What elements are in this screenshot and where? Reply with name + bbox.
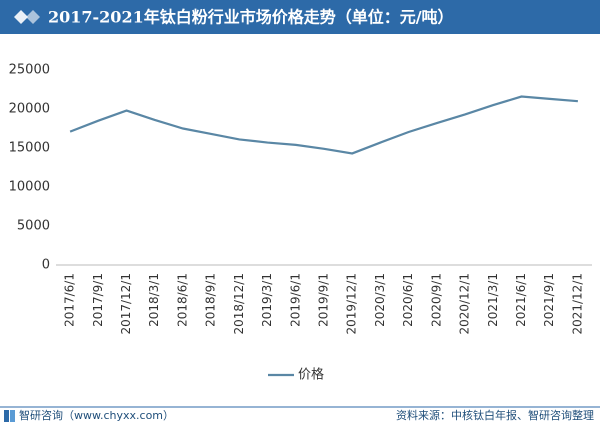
footer-left: 智研咨询（www.chyxx.com） — [19, 408, 174, 422]
x-tick-label: 2019/3/1 — [260, 273, 274, 327]
footer-logo — [4, 410, 15, 422]
x-tick-label: 2018/12/1 — [232, 273, 246, 335]
x-tick-label: 2021/6/1 — [514, 273, 528, 327]
x-tick-label: 2018/9/1 — [204, 273, 218, 327]
chart-title: 2017-2021年钛白粉行业市场价格走势（单位：元/吨） — [48, 8, 454, 27]
y-tick-label: 10000 — [9, 180, 50, 195]
title-icon — [14, 10, 40, 24]
x-tick-label: 2017/6/1 — [63, 273, 77, 327]
x-tick-label: 2021/12/1 — [570, 273, 584, 335]
y-tick-label: 5000 — [17, 219, 50, 234]
y-tick-label: 25000 — [9, 63, 50, 78]
x-tick-label: 2017/9/1 — [91, 273, 105, 327]
x-tick-label: 2021/3/1 — [486, 273, 500, 327]
x-tick-label: 2020/3/1 — [373, 273, 387, 327]
y-tick-label: 20000 — [9, 102, 50, 117]
x-tick-label: 2019/12/1 — [345, 273, 359, 335]
legend-label: 价格 — [298, 367, 324, 383]
x-tick-label: 2021/9/1 — [542, 273, 556, 327]
x-tick-label: 2018/3/1 — [147, 273, 161, 327]
x-tick-label: 2020/12/1 — [458, 273, 472, 335]
x-tick-label: 2020/6/1 — [401, 273, 415, 327]
title-bar — [0, 0, 600, 34]
y-tick-label: 15000 — [9, 141, 50, 156]
x-tick-label: 2017/12/1 — [119, 273, 133, 335]
line-series — [69, 95, 578, 155]
x-tick-label: 2019/6/1 — [288, 273, 302, 327]
x-tick-label: 2019/9/1 — [317, 273, 331, 327]
x-tick-label: 2020/9/1 — [429, 273, 443, 327]
source-note: 资料来源：中核钛白年报、智研咨询整理 — [396, 408, 594, 422]
y-tick-label: 0 — [42, 258, 50, 273]
x-tick-label: 2018/6/1 — [175, 273, 189, 327]
